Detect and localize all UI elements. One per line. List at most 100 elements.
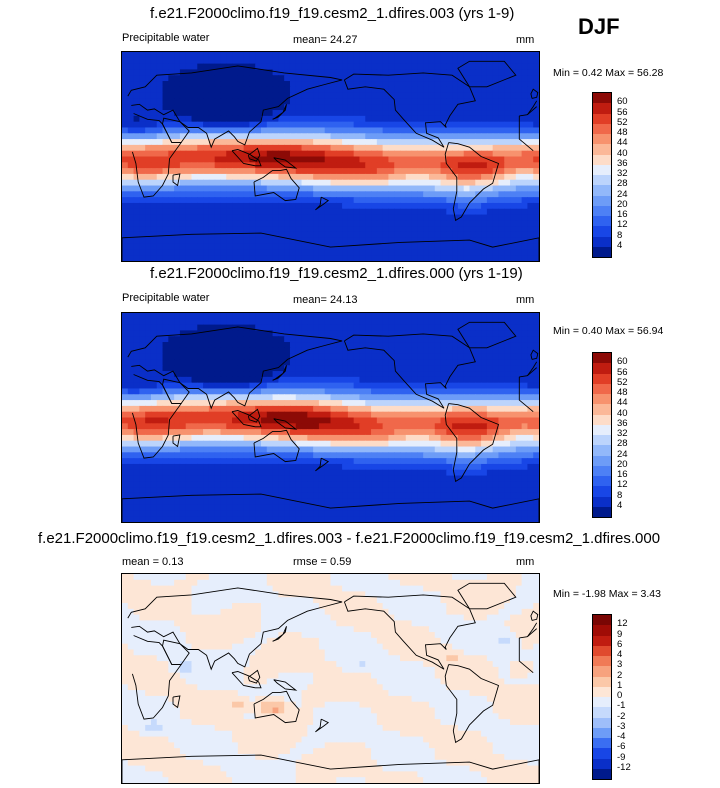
map-cell [127,324,135,332]
map-cell [284,313,291,320]
map-cell [127,121,135,129]
map-cell [214,133,222,140]
map-cell [382,318,390,326]
map-cell [191,417,198,424]
map-cell [423,452,430,459]
map-cell [162,63,169,71]
map-cell [295,243,303,250]
map-cell [504,156,511,163]
map-cell [318,318,326,326]
map-cell [457,411,465,419]
map-cell [150,342,158,349]
map-cell [237,405,245,413]
map-cell [150,382,158,390]
map-cell [486,214,494,221]
map-cell [220,63,227,71]
map-cell [388,487,395,494]
map-cell [400,423,407,430]
map-cell [214,498,222,506]
map-cell [446,168,453,175]
map-cell [197,452,204,459]
map-cell [156,429,164,436]
map-cell [440,63,447,71]
map-cell [174,237,181,245]
map-cell [400,110,407,117]
map-cell [243,104,251,111]
map-cell [145,318,152,326]
map-cell [434,92,442,100]
map-cell [440,388,447,395]
map-cell [243,440,251,448]
map-cell [145,63,152,71]
map-cell [365,63,372,71]
map-cell [515,342,523,349]
map-cell [185,197,193,204]
map-cell [208,69,216,76]
map-cell [191,336,198,343]
map-cell [324,400,332,407]
map-cell [342,359,349,366]
map-cell [428,347,436,355]
map-cell [492,423,500,430]
map-cell [527,52,534,59]
map-cell [122,168,129,175]
map-cell [266,336,274,343]
map-cell [469,371,476,378]
map-cell [324,255,332,261]
map-cell [156,324,164,332]
map-cell [423,231,430,239]
map-cell [226,318,233,326]
map-cell [388,429,395,436]
map-cell [371,382,378,390]
map-cell [486,382,494,390]
map-cell [232,324,239,332]
map-cell [510,463,517,471]
map-cell [127,492,135,500]
map-cell [179,487,187,494]
map-cell [371,202,378,210]
map-cell [417,63,424,71]
map-cell [313,365,320,372]
map-cell [376,417,384,424]
map-cell [486,330,494,337]
map-cell [139,371,146,378]
map-cell [411,214,418,221]
map-cell [145,208,152,216]
map-cell [127,440,135,448]
map-cell [527,359,534,366]
map-cell [168,469,175,477]
map-cell [289,498,297,506]
map-cell [371,63,378,71]
map-cell [295,405,303,413]
map-cell [150,185,158,192]
map-cell [156,347,164,355]
map-cell [492,63,500,71]
map-cell [457,376,465,384]
map-cell [417,179,424,187]
map-cell [266,173,274,181]
map-cell [533,243,539,250]
map-cell [440,342,447,349]
map-cell [197,115,204,123]
map-cell [139,400,146,407]
map-cell [127,371,135,378]
map-cell [168,249,175,256]
map-cell [428,475,436,482]
map-cell [197,347,204,355]
map-cell [498,226,505,233]
map-cell [521,243,529,250]
map-cell [405,220,413,227]
map-cell [272,208,279,216]
map-cell [533,353,539,361]
map-cell [318,440,326,448]
map-cell [353,98,361,105]
map-cell [428,115,436,123]
map-cell [457,347,465,355]
map-cell [452,255,459,261]
map-cell [533,342,539,349]
map-cell [203,440,210,448]
map-cell [127,498,135,506]
map-cell [417,313,424,320]
map-cell [411,458,418,465]
map-cell [515,52,523,59]
